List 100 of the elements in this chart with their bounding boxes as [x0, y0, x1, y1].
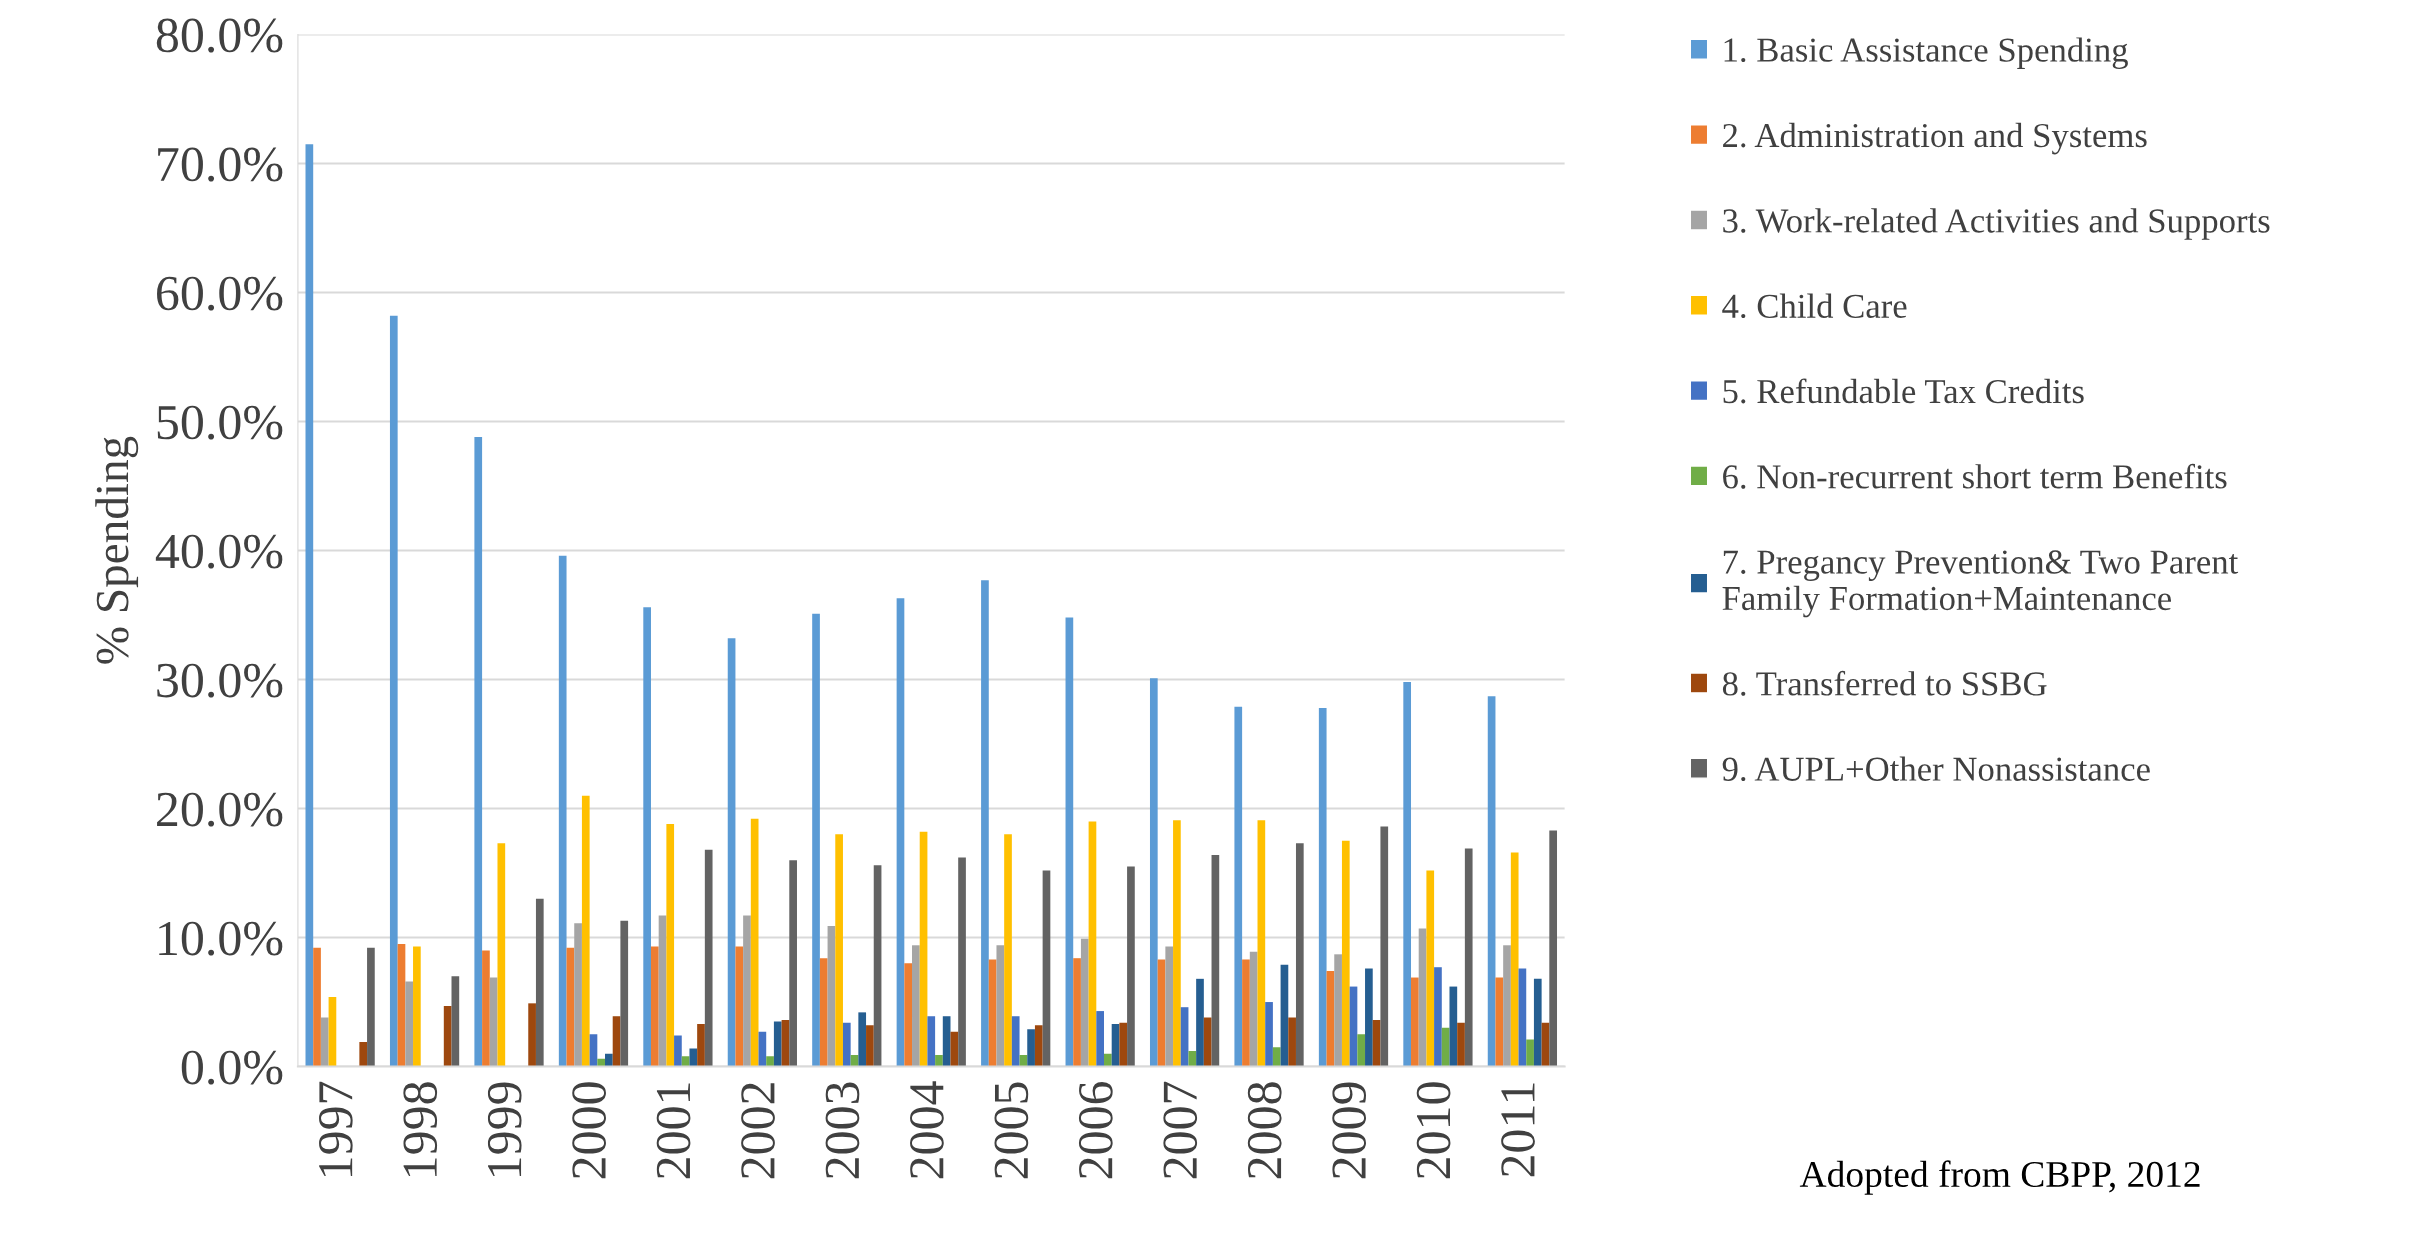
- bar: [451, 976, 460, 1067]
- bar: [1127, 866, 1135, 1067]
- bar: [581, 795, 590, 1067]
- legend-label: 6. Non-recurrent short term Benefits: [1723, 463, 2227, 489]
- bar: [497, 843, 506, 1067]
- x-tick-label: 2005: [994, 1082, 1029, 1179]
- bar: [1526, 1039, 1534, 1067]
- bar: [1272, 1047, 1281, 1067]
- legend-label: 8. Transferred to SSBG: [1722, 670, 2047, 696]
- bar: [1211, 854, 1220, 1067]
- bar: [1288, 1017, 1296, 1067]
- bar: [1111, 1023, 1120, 1067]
- bar: [904, 963, 913, 1067]
- bar: [1073, 958, 1081, 1067]
- y-tick-label: 40.0%: [155, 534, 283, 569]
- bar: [866, 1025, 874, 1067]
- bar: [1173, 820, 1181, 1067]
- legend-label: 9. AUPL+Other Nonassistance: [1722, 756, 2150, 782]
- bar: [935, 1054, 943, 1067]
- bar: [1065, 617, 1074, 1067]
- bar: [674, 1035, 682, 1067]
- bar: [1188, 1051, 1197, 1067]
- bar: [1004, 834, 1012, 1067]
- x-tick-label: 2010: [1416, 1082, 1451, 1179]
- bar: [566, 947, 575, 1067]
- bar: [827, 925, 836, 1067]
- bar: [1403, 682, 1412, 1067]
- bar: [981, 580, 989, 1067]
- bar: [589, 1034, 598, 1067]
- legend-label: 3. Work-related Activities and Supports: [1723, 208, 2270, 240]
- bar: [1027, 1029, 1035, 1067]
- bar: [1503, 945, 1511, 1067]
- bar: [658, 915, 667, 1067]
- legend-label: 4. Child Care: [1722, 293, 1907, 319]
- bar: [1372, 1020, 1381, 1067]
- bar: [305, 144, 314, 1067]
- bar: [1157, 959, 1166, 1067]
- bar: [1096, 1011, 1104, 1067]
- bar: [1518, 968, 1527, 1067]
- bar: [443, 1005, 452, 1067]
- bar: [389, 315, 398, 1067]
- bar: [666, 824, 675, 1067]
- bar: [535, 898, 544, 1067]
- bar: [773, 1021, 782, 1067]
- x-tick-label: 1999: [487, 1082, 522, 1177]
- x-tick-label: 2004: [910, 1081, 944, 1179]
- bar: [574, 923, 582, 1067]
- bar: [781, 1020, 790, 1067]
- x-tick-label: 2000: [572, 1082, 606, 1179]
- bar: [1549, 830, 1558, 1067]
- bar: [689, 1048, 698, 1067]
- x-tick-label: 1998: [403, 1082, 438, 1177]
- bar: [1249, 951, 1258, 1067]
- bar: [812, 613, 820, 1067]
- bar: [1426, 870, 1435, 1067]
- bar: [1341, 840, 1350, 1067]
- bar: [605, 1053, 613, 1067]
- bar: [1533, 978, 1542, 1067]
- y-tick-label: 50.0%: [157, 405, 283, 440]
- bar: [612, 1016, 621, 1067]
- bar: [405, 981, 414, 1067]
- bar: [912, 945, 920, 1067]
- x-tick-label: 2009: [1332, 1082, 1367, 1179]
- bar: [735, 946, 744, 1067]
- y-tick-label: 80.0%: [156, 18, 283, 53]
- bar: [988, 959, 997, 1067]
- y-tick-label: 20.0%: [157, 792, 283, 827]
- bar: [1349, 986, 1358, 1067]
- y-tick-label: 60.0%: [157, 276, 283, 311]
- bar: [958, 857, 966, 1067]
- bar: [789, 860, 797, 1067]
- bar: [1149, 678, 1158, 1067]
- bar: [919, 831, 928, 1067]
- x-tick-label: 2008: [1247, 1082, 1282, 1179]
- x-tick-label: 2011: [1501, 1083, 1535, 1177]
- bar: [950, 1031, 959, 1067]
- bar: [1034, 1025, 1043, 1067]
- bar: [1449, 986, 1458, 1067]
- bar: [1295, 843, 1304, 1067]
- bar: [1434, 967, 1442, 1067]
- bar: [1265, 1002, 1273, 1067]
- bar: [1104, 1053, 1112, 1067]
- bar: [1510, 852, 1519, 1067]
- bar: [1088, 821, 1097, 1067]
- bar: [873, 865, 882, 1067]
- bar: [896, 598, 905, 1067]
- legend-label: 7. Pregancy Prevention& Two Parent Family Formation+Maintenance: [1722, 550, 2239, 618]
- bar: [643, 607, 651, 1067]
- y-tick-label: 10.0%: [159, 921, 283, 956]
- bar: [1080, 938, 1089, 1067]
- x-tick-label: 2006: [1078, 1081, 1113, 1179]
- bar: [367, 947, 375, 1067]
- bar: [819, 958, 828, 1067]
- bar: [1042, 870, 1051, 1067]
- legend-label: 2. Administration and Systems: [1723, 122, 2147, 155]
- bar: [397, 943, 406, 1067]
- bar: [413, 946, 421, 1067]
- bar: [1280, 964, 1289, 1067]
- bar: [1326, 971, 1335, 1067]
- bar: [313, 947, 321, 1067]
